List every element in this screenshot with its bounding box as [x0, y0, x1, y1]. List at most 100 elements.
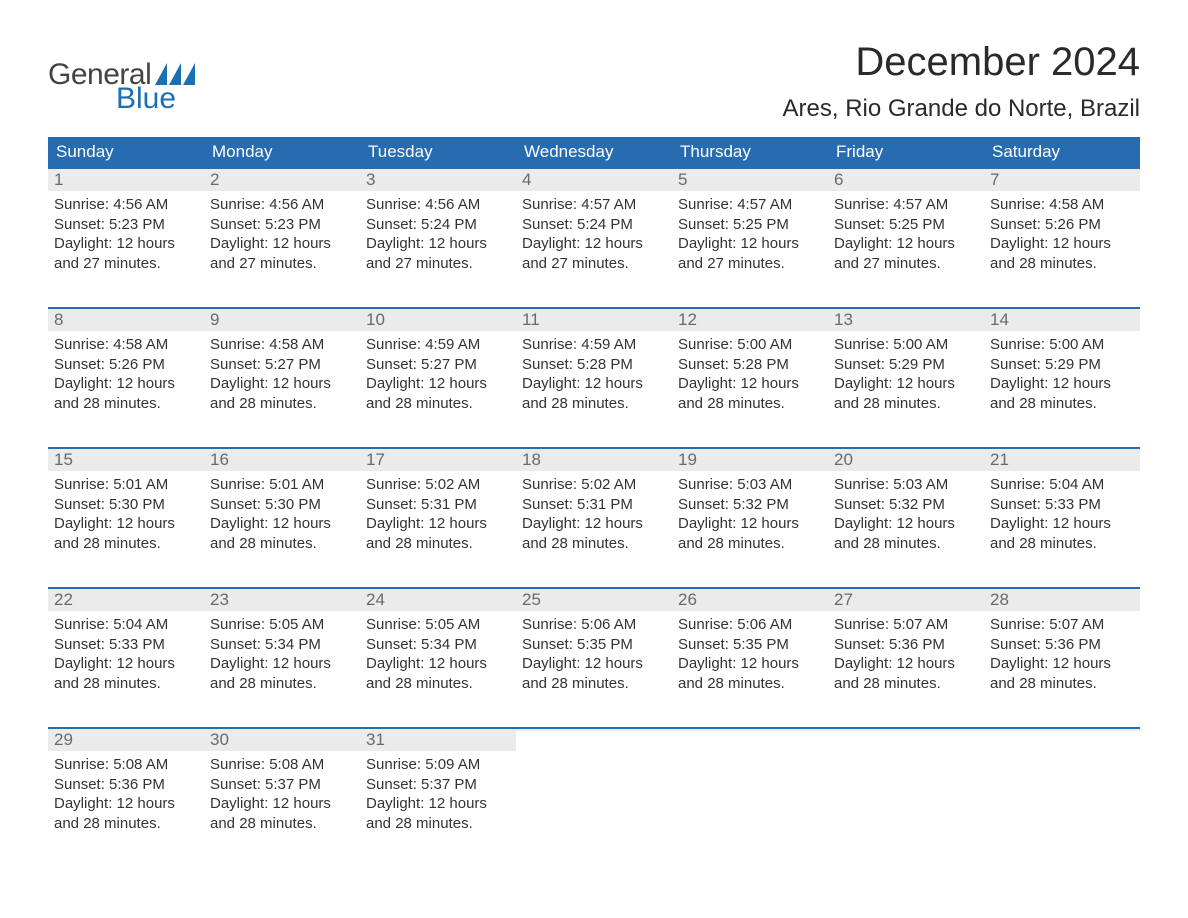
day-dl1: Daylight: 12 hours: [210, 374, 354, 394]
day-number: 22: [54, 590, 73, 609]
day-dl2: and 28 minutes.: [678, 674, 822, 694]
day-body: Sunrise: 5:06 AMSunset: 5:35 PMDaylight:…: [516, 611, 672, 697]
calendar-day: 6Sunrise: 4:57 AMSunset: 5:25 PMDaylight…: [828, 169, 984, 279]
day-sunset: Sunset: 5:25 PM: [678, 215, 822, 235]
day-dl2: and 28 minutes.: [990, 394, 1134, 414]
day-sunrise: Sunrise: 5:04 AM: [54, 615, 198, 635]
day-number: 12: [678, 310, 697, 329]
calendar-day: [672, 729, 828, 839]
day-dl1: Daylight: 12 hours: [366, 514, 510, 534]
day-dl1: Daylight: 12 hours: [990, 654, 1134, 674]
day-number-row: 10: [360, 309, 516, 331]
day-dl2: and 27 minutes.: [678, 254, 822, 274]
day-sunset: Sunset: 5:28 PM: [522, 355, 666, 375]
day-dl1: Daylight: 12 hours: [54, 234, 198, 254]
day-sunset: Sunset: 5:32 PM: [834, 495, 978, 515]
day-number-row: 14: [984, 309, 1140, 331]
day-sunrise: Sunrise: 5:08 AM: [210, 755, 354, 775]
day-number-row: 15: [48, 449, 204, 471]
day-sunrise: Sunrise: 5:00 AM: [834, 335, 978, 355]
day-body: [828, 731, 984, 739]
calendar-day: [984, 729, 1140, 839]
day-sunrise: Sunrise: 5:02 AM: [366, 475, 510, 495]
day-dl2: and 27 minutes.: [210, 254, 354, 274]
day-number-row: 6: [828, 169, 984, 191]
day-number: 7: [990, 170, 999, 189]
day-dl1: Daylight: 12 hours: [54, 654, 198, 674]
location: Ares, Rio Grande do Norte, Brazil: [783, 95, 1140, 123]
day-dl1: Daylight: 12 hours: [990, 514, 1134, 534]
day-dl2: and 28 minutes.: [210, 394, 354, 414]
calendar-day: 3 Sunrise: 4:56 AMSunset: 5:24 PMDaylight…: [360, 169, 516, 279]
day-dl2: and 28 minutes.: [366, 534, 510, 554]
day-number: 15: [54, 450, 73, 469]
day-dl2: and 28 minutes.: [210, 534, 354, 554]
day-dl2: and 28 minutes.: [522, 394, 666, 414]
day-number-row: 3: [360, 169, 516, 191]
day-sunrise: Sunrise: 4:56 AM: [54, 195, 198, 215]
day-dl2: and 28 minutes.: [678, 534, 822, 554]
day-number: 3: [366, 170, 375, 189]
day-body: Sunrise: 5:03 AMSunset: 5:32 PMDaylight:…: [828, 471, 984, 557]
day-body: Sunrise: 5:09 AMSunset: 5:37 PMDaylight:…: [360, 751, 516, 837]
day-of-week-header: Sunday Monday Tuesday Wednesday Thursday…: [48, 137, 1140, 167]
day-number-row: 30: [204, 729, 360, 751]
day-sunrise: Sunrise: 5:07 AM: [990, 615, 1134, 635]
day-body: Sunrise: 4:57 AMSunset: 5:25 PMDaylight:…: [672, 191, 828, 277]
day-dl2: and 28 minutes.: [366, 674, 510, 694]
day-dl2: and 27 minutes.: [54, 254, 198, 274]
calendar-day: 20Sunrise: 5:03 AMSunset: 5:32 PMDayligh…: [828, 449, 984, 559]
day-dl2: and 28 minutes.: [54, 674, 198, 694]
day-body: Sunrise: 4:56 AMSunset: 5:24 PMDaylight:…: [360, 191, 516, 277]
day-sunset: Sunset: 5:26 PM: [990, 215, 1134, 235]
day-sunrise: Sunrise: 4:57 AM: [834, 195, 978, 215]
day-dl2: and 27 minutes.: [522, 254, 666, 274]
day-number: 26: [678, 590, 697, 609]
day-number-row: 28: [984, 589, 1140, 611]
day-dl1: Daylight: 12 hours: [210, 234, 354, 254]
day-dl2: and 28 minutes.: [522, 534, 666, 554]
day-body: Sunrise: 4:58 AMSunset: 5:26 PMDaylight:…: [984, 191, 1140, 277]
calendar-day: 8Sunrise: 4:58 AMSunset: 5:26 PMDaylight…: [48, 309, 204, 419]
day-sunset: Sunset: 5:37 PM: [210, 775, 354, 795]
day-sunset: Sunset: 5:30 PM: [54, 495, 198, 515]
day-dl1: Daylight: 12 hours: [990, 234, 1134, 254]
day-sunset: Sunset: 5:32 PM: [678, 495, 822, 515]
day-body: Sunrise: 4:57 AMSunset: 5:25 PMDaylight:…: [828, 191, 984, 277]
day-sunset: Sunset: 5:34 PM: [210, 635, 354, 655]
day-number-row: 20: [828, 449, 984, 471]
day-sunrise: Sunrise: 4:56 AM: [210, 195, 354, 215]
day-number-row: 29: [48, 729, 204, 751]
day-dl2: and 28 minutes.: [54, 534, 198, 554]
calendar-day: 7 Sunrise: 4:58 AMSunset: 5:26 PMDaylight…: [984, 169, 1140, 279]
calendar-day: 18Sunrise: 5:02 AMSunset: 5:31 PMDayligh…: [516, 449, 672, 559]
day-body: Sunrise: 5:07 AMSunset: 5:36 PMDaylight:…: [828, 611, 984, 697]
day-number: 27: [834, 590, 853, 609]
day-dl2: and 28 minutes.: [990, 674, 1134, 694]
day-body: Sunrise: 5:08 AMSunset: 5:37 PMDaylight:…: [204, 751, 360, 837]
day-number: 13: [834, 310, 853, 329]
day-sunset: Sunset: 5:30 PM: [210, 495, 354, 515]
day-dl2: and 28 minutes.: [834, 534, 978, 554]
day-number-row: 16: [204, 449, 360, 471]
day-number: 2: [210, 170, 219, 189]
day-sunrise: Sunrise: 5:00 AM: [678, 335, 822, 355]
day-dl1: Daylight: 12 hours: [834, 654, 978, 674]
day-body: Sunrise: 5:01 AMSunset: 5:30 PMDaylight:…: [48, 471, 204, 557]
day-sunset: Sunset: 5:23 PM: [210, 215, 354, 235]
dow-sunday: Sunday: [48, 137, 204, 167]
dow-thursday: Thursday: [672, 137, 828, 167]
calendar-day: [516, 729, 672, 839]
day-dl2: and 28 minutes.: [54, 394, 198, 414]
day-number: 21: [990, 450, 1009, 469]
day-number-row: 25: [516, 589, 672, 611]
day-number: 16: [210, 450, 229, 469]
day-number: 30: [210, 730, 229, 749]
day-number-row: 7: [984, 169, 1140, 191]
day-sunset: Sunset: 5:33 PM: [990, 495, 1134, 515]
calendar-day: 14Sunrise: 5:00 AMSunset: 5:29 PMDayligh…: [984, 309, 1140, 419]
day-dl1: Daylight: 12 hours: [366, 374, 510, 394]
day-dl2: and 27 minutes.: [834, 254, 978, 274]
calendar-day: 29Sunrise: 5:08 AMSunset: 5:36 PMDayligh…: [48, 729, 204, 839]
calendar-day: 11Sunrise: 4:59 AMSunset: 5:28 PMDayligh…: [516, 309, 672, 419]
